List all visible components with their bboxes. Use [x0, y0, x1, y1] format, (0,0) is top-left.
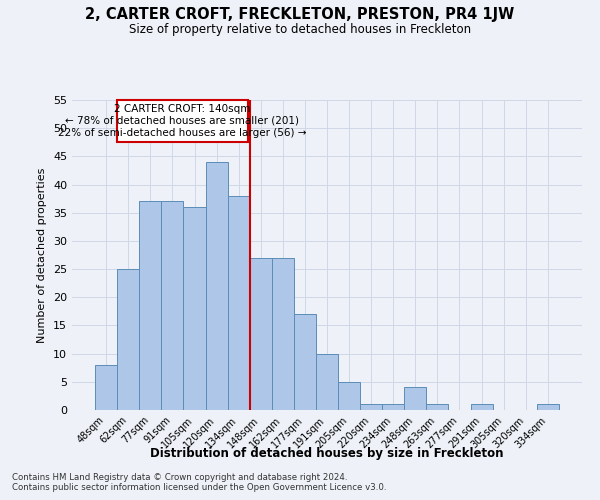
Bar	[117, 269, 139, 410]
Text: ← 78% of detached houses are smaller (201): ← 78% of detached houses are smaller (20…	[65, 116, 299, 126]
Text: 2, CARTER CROFT, FRECKLETON, PRESTON, PR4 1JW: 2, CARTER CROFT, FRECKLETON, PRESTON, PR…	[85, 8, 515, 22]
Bar	[427, 404, 448, 410]
Bar	[294, 314, 316, 410]
Bar	[537, 404, 559, 410]
Text: Distribution of detached houses by size in Freckleton: Distribution of detached houses by size …	[150, 448, 504, 460]
Text: 2 CARTER CROFT: 140sqm: 2 CARTER CROFT: 140sqm	[114, 104, 251, 114]
Text: Contains HM Land Registry data © Crown copyright and database right 2024.: Contains HM Land Registry data © Crown c…	[12, 472, 347, 482]
Text: 22% of semi-detached houses are larger (56) →: 22% of semi-detached houses are larger (…	[58, 128, 307, 138]
Bar	[250, 258, 272, 410]
Bar	[139, 202, 161, 410]
Bar	[338, 382, 360, 410]
Bar	[360, 404, 382, 410]
Bar	[470, 404, 493, 410]
Bar	[95, 365, 117, 410]
Text: Contains public sector information licensed under the Open Government Licence v3: Contains public sector information licen…	[12, 484, 386, 492]
Text: Size of property relative to detached houses in Freckleton: Size of property relative to detached ho…	[129, 22, 471, 36]
Y-axis label: Number of detached properties: Number of detached properties	[37, 168, 47, 342]
Bar	[161, 202, 184, 410]
Bar	[184, 207, 206, 410]
Bar	[404, 388, 427, 410]
Bar	[227, 196, 250, 410]
FancyBboxPatch shape	[117, 100, 248, 142]
Bar	[316, 354, 338, 410]
Bar	[272, 258, 294, 410]
Bar	[382, 404, 404, 410]
Bar	[206, 162, 227, 410]
